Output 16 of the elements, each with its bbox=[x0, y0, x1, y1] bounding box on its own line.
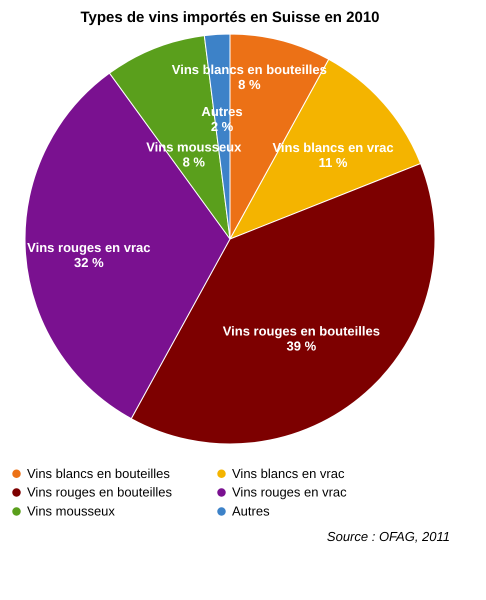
legend-label: Vins rouges en vrac bbox=[232, 484, 348, 500]
legend-label: Vins mousseux bbox=[27, 504, 116, 518]
legend-label: Autres bbox=[232, 504, 270, 518]
data-label: 39 % bbox=[286, 338, 317, 354]
legend-label: Vins blancs en vrac bbox=[232, 466, 345, 481]
source-note: Source : OFAG, 2011 bbox=[326, 529, 450, 544]
legend-label: Vins rouges en bouteilles bbox=[27, 484, 173, 500]
data-label: 11 % bbox=[318, 155, 348, 170]
data-label: 8 % bbox=[238, 77, 261, 92]
slice-label: Vins rouges en vrac bbox=[27, 240, 150, 255]
slice-label: Vins rouges en bouteilles bbox=[222, 323, 380, 338]
chart-title: Types de vins importés en Suisse en 2010 bbox=[80, 9, 380, 26]
data-label: 32 % bbox=[74, 254, 104, 270]
legend-label: Vins blancs en bouteilles bbox=[27, 466, 170, 481]
data-label: 8 % bbox=[182, 154, 206, 170]
slice-label: Autres bbox=[201, 104, 243, 120]
